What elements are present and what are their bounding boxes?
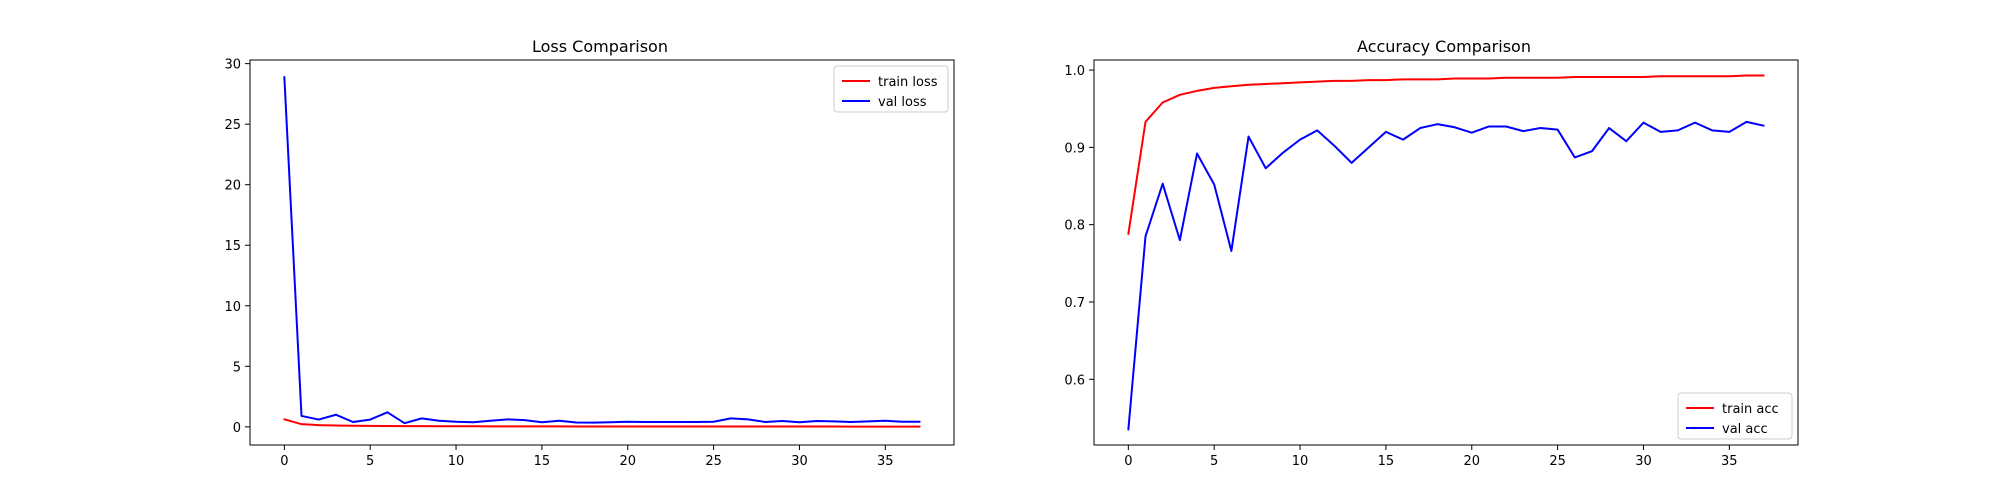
- loss-x-tick-label: 10: [448, 454, 465, 469]
- loss-y-tick-label: 20: [224, 179, 241, 194]
- accuracy-legend-label-1: val acc: [1722, 422, 1768, 437]
- loss-plot-area: 0 5 10 15 20 25 30 35 0 5 10 15 20 25 30: [224, 58, 955, 469]
- loss-axes-frame: [249, 59, 955, 446]
- loss-chart: Loss Comparison 0 5 10 15 20 25 30 35 0 5 10 15 20 25…: [224, 37, 955, 469]
- loss-legend: train loss val loss: [833, 65, 949, 113]
- accuracy-y-tick-label: 0.7: [1064, 296, 1085, 311]
- accuracy-x-tick-label: 5: [1210, 454, 1218, 469]
- accuracy-series-line-0: [1127, 74, 1765, 235]
- loss-y-tick-label: 0: [233, 421, 241, 436]
- loss-series-line-0: [283, 418, 921, 428]
- loss-y-tick-label: 25: [224, 118, 241, 133]
- accuracy-chart: Accuracy Comparison 0 5 10 15 20 25 30 35 0.6 0.7…: [1064, 37, 1799, 469]
- accuracy-x-tick-label: 35: [1721, 454, 1738, 469]
- accuracy-y-tick-label: 0.8: [1064, 219, 1085, 234]
- accuracy-y-tick-label: 0.9: [1064, 141, 1085, 156]
- loss-x-tick-label: 0: [280, 454, 288, 469]
- loss-x-tick-label: 20: [619, 454, 636, 469]
- accuracy-x-tick-label: 20: [1463, 454, 1480, 469]
- accuracy-axes-frame: [1093, 59, 1799, 446]
- loss-x-tick-label: 35: [877, 454, 894, 469]
- loss-series-line-1: [283, 75, 921, 425]
- loss-y-tick-label: 15: [224, 239, 241, 254]
- loss-y-tick-label: 30: [224, 58, 241, 73]
- accuracy-x-tick-label: 25: [1549, 454, 1566, 469]
- accuracy-chart-title: Accuracy Comparison: [1357, 37, 1531, 56]
- loss-chart-title: Loss Comparison: [532, 37, 668, 56]
- accuracy-plot-area: 0 5 10 15 20 25 30 35 0.6 0.7 0.8 0.9 1.0: [1064, 59, 1799, 469]
- loss-legend-label-0: train loss: [878, 75, 938, 90]
- loss-y-tick-label: 5: [233, 360, 241, 375]
- loss-x-tick-label: 25: [705, 454, 722, 469]
- accuracy-legend: train acc val acc: [1677, 392, 1793, 440]
- accuracy-x-tick-label: 30: [1635, 454, 1652, 469]
- accuracy-x-tick-label: 10: [1292, 454, 1309, 469]
- loss-y-tick-label: 10: [224, 300, 241, 315]
- accuracy-legend-label-0: train acc: [1722, 402, 1779, 417]
- accuracy-x-tick-label: 15: [1378, 454, 1395, 469]
- accuracy-x-tick-label: 0: [1124, 454, 1132, 469]
- accuracy-y-tick-label: 1.0: [1064, 64, 1085, 79]
- loss-x-tick-label: 5: [366, 454, 374, 469]
- loss-x-tick-label: 30: [791, 454, 808, 469]
- loss-legend-label-1: val loss: [878, 95, 927, 110]
- accuracy-series-line-1: [1127, 120, 1765, 431]
- loss-x-tick-label: 15: [534, 454, 551, 469]
- accuracy-y-tick-label: 0.6: [1064, 373, 1085, 388]
